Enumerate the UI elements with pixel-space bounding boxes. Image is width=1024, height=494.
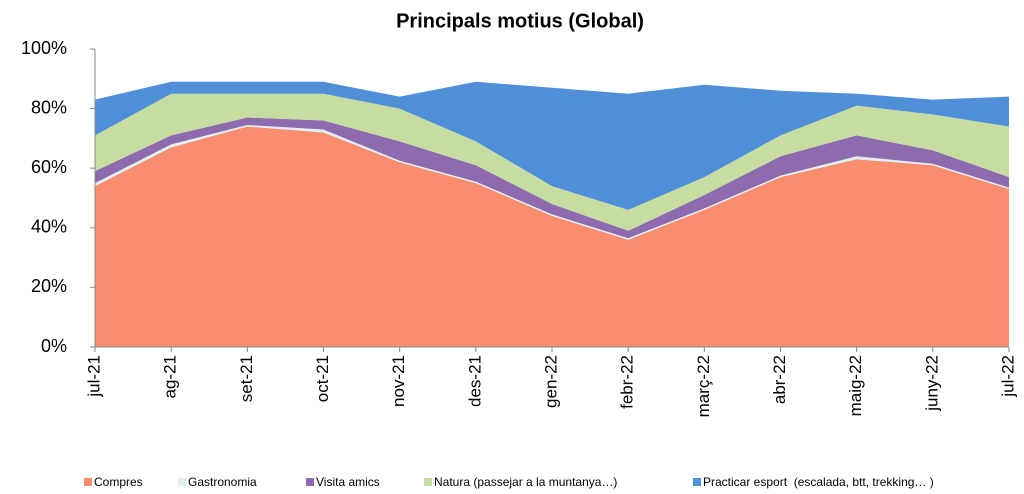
x-tick-label: juny-22 bbox=[922, 355, 941, 412]
x-tick-label: abr-22 bbox=[770, 355, 789, 404]
legend-label: Compres bbox=[94, 475, 143, 489]
y-tick-label: 60% bbox=[31, 157, 67, 177]
x-tick-label: nov-21 bbox=[389, 355, 408, 407]
x-tick-label: set-21 bbox=[237, 355, 256, 402]
y-tick-label: 80% bbox=[31, 97, 67, 117]
area bbox=[95, 81, 1009, 210]
legend-swatch bbox=[306, 478, 314, 486]
x-tick-label: jul-22 bbox=[998, 355, 1017, 398]
area bbox=[95, 93, 1009, 231]
legend-swatch bbox=[693, 478, 701, 486]
legend-label: Natura (passejar a la muntanya…) bbox=[434, 475, 617, 489]
x-tick-label: març-22 bbox=[694, 355, 713, 417]
x-tick-label: febr-22 bbox=[618, 355, 637, 409]
legend-swatch bbox=[178, 478, 186, 486]
x-tick-label: ag-21 bbox=[161, 355, 180, 398]
legend-swatch bbox=[424, 478, 432, 486]
chart-title: Principals motius (Global) bbox=[396, 10, 644, 32]
area bbox=[95, 126, 1009, 347]
y-tick-label: 40% bbox=[31, 217, 67, 237]
legend-label: Visita amics bbox=[316, 475, 380, 489]
x-tick-label: gen-22 bbox=[541, 355, 560, 408]
x-tick-label: maig-22 bbox=[846, 355, 865, 416]
area bbox=[95, 117, 1009, 239]
y-tick-label: 20% bbox=[31, 276, 67, 296]
x-tick-label: oct-21 bbox=[313, 355, 332, 402]
x-tick-label: des-21 bbox=[465, 355, 484, 407]
y-tick-label: 100% bbox=[21, 38, 67, 58]
legend-swatch bbox=[84, 478, 92, 486]
y-tick-label: 0% bbox=[41, 336, 67, 356]
legend-label: Practicar esport (escalada, btt, trekkin… bbox=[703, 475, 934, 489]
x-tick-label: jul-21 bbox=[84, 355, 103, 398]
legend-label: Gastronomia bbox=[188, 475, 257, 489]
